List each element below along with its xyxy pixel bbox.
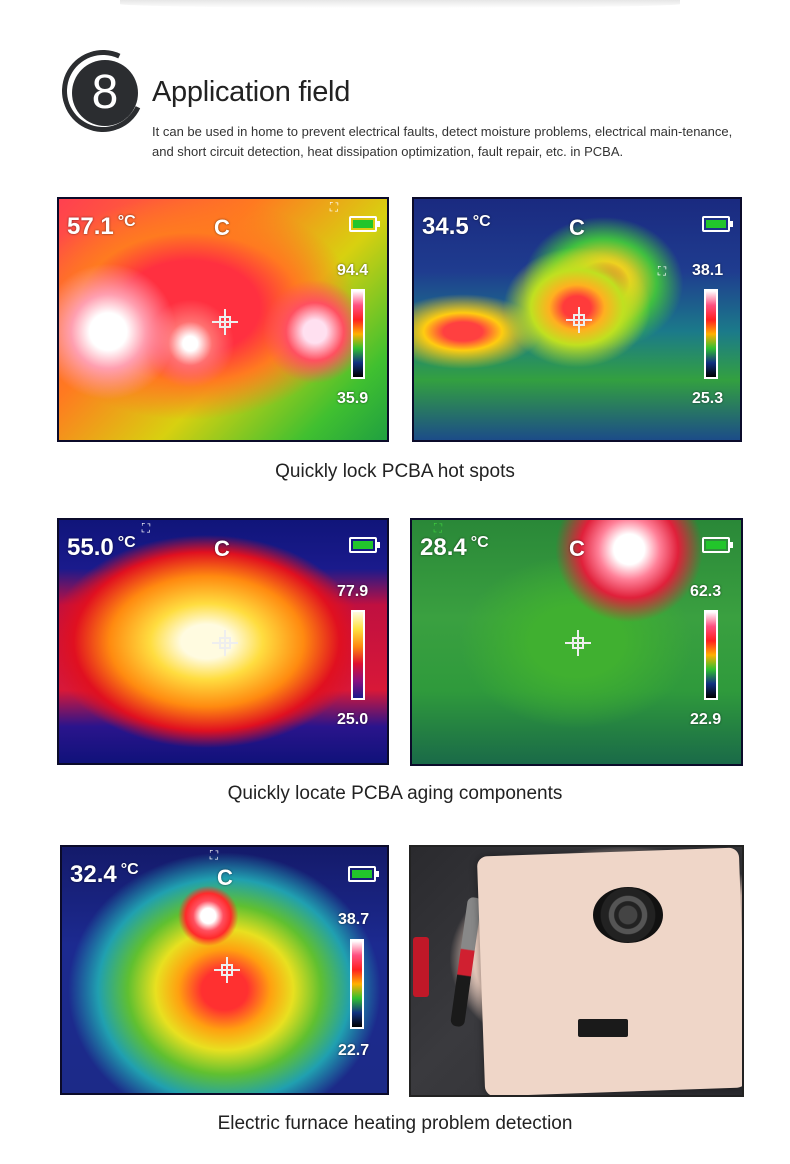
photo-electric-furnace [409,845,744,1097]
thermal-image-pcba-aging-1: 55.0 °C C ⛶ 77.9 25.0 [57,518,389,765]
caption-hotspots: Quickly lock PCBA hot spots [275,461,515,482]
center-temperature: 32.4 °C [70,861,139,888]
number-badge: 8 [50,38,156,144]
screwdriver [450,896,482,1028]
focus-icon: ⛶ [657,264,667,278]
scale-max: 62.3 [690,583,722,600]
crosshair-icon [212,309,238,335]
center-temperature: 55.0 °C [67,534,136,561]
thermal-image-pcba-hotspot-1: 57.1 °C C ⛶ 94.4 35.9 [57,197,389,442]
badge-number: 8 [72,60,138,126]
center-temperature: 28.4 °C [420,534,489,561]
focus-icon: ⛶ [209,848,219,862]
furnace-panel [476,847,742,1095]
thermal-image-pcba-hotspot-2: 34.5 °C C ⛶ 38.1 25.3 [412,197,742,442]
color-scale-bar [704,610,718,700]
center-temperature: 34.5 °C [422,213,491,240]
battery-icon [702,216,733,232]
color-mode-label: C [214,215,230,240]
scale-min: 22.9 [690,711,722,728]
scale-max: 94.4 [337,262,369,279]
color-mode-label: C [214,536,230,561]
color-mode-label: C [569,536,585,561]
color-scale-bar [351,289,365,379]
scale-max: 77.9 [337,583,369,600]
scale-max: 38.7 [338,911,370,928]
color-scale-bar [350,939,364,1029]
battery-icon [349,537,380,553]
crosshair-icon [565,630,591,656]
color-mode-label: C [217,865,233,890]
red-tool [413,937,429,997]
section-header: 8 Application field It can be used in ho… [50,38,762,160]
color-scale-bar [704,289,718,379]
focus-icon: ⛶ [329,200,339,214]
thermal-image-electric-furnace: 32.4 °C C ⛶ 38.7 22.7 [60,845,389,1095]
scale-min: 25.3 [692,390,724,407]
scale-max: 38.1 [692,262,724,279]
section-description: It can be used in home to prevent electr… [152,124,733,159]
caption-furnace: Electric furnace heating problem detecti… [217,1113,573,1134]
scale-min: 25.0 [337,711,369,728]
focus-icon: ⛶ [433,521,443,535]
battery-icon [348,866,379,882]
crosshair-icon [566,307,592,333]
caption-aging: Quickly locate PCBA aging components [227,783,563,804]
furnace-display [578,1019,628,1037]
furnace-knob [593,887,663,943]
battery-icon [349,216,380,232]
color-scale-bar [351,610,365,700]
thermal-image-pcba-aging-2: 28.4 °C C ⛶ 62.3 22.9 [410,518,743,766]
center-temperature: 57.1 °C [67,213,136,240]
scale-min: 35.9 [337,390,369,407]
scale-min: 22.7 [338,1042,370,1059]
focus-icon: ⛶ [141,521,151,535]
battery-icon [702,537,733,553]
section-title: Application field [152,76,351,108]
crosshair-icon [212,630,238,656]
crosshair-icon [214,957,240,983]
color-mode-label: C [569,215,585,240]
top-shadow [120,0,680,8]
